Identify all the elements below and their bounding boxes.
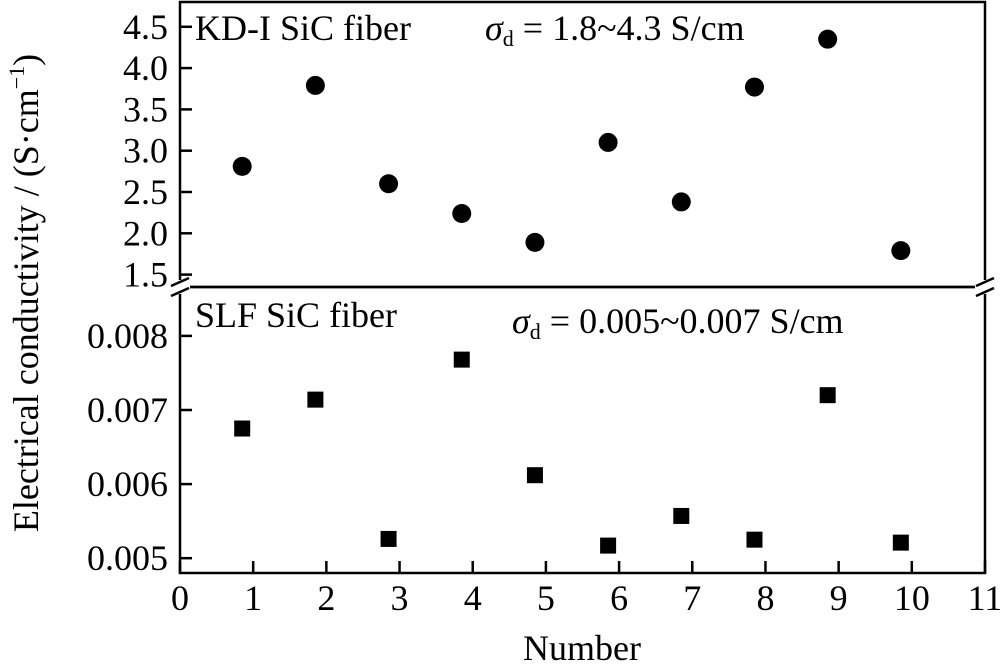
bottom-y-tick-label: 0.008 [87, 316, 168, 356]
x-tick-label: 2 [317, 578, 335, 618]
slf-data-point [380, 530, 397, 547]
slf-data-point [307, 391, 324, 408]
slf-data-point [746, 531, 763, 548]
top-sigma-symbol: σ [485, 8, 504, 48]
bottom-y-tick-label: 0.007 [87, 390, 168, 430]
plot-frames [178, 0, 987, 575]
axis-break-line [975, 276, 995, 288]
x-tick-label: 5 [537, 578, 555, 618]
bottom-panel-frame [178, 285, 987, 575]
x-tick-label: 4 [464, 578, 482, 618]
top-sigma-value: = 1.8~4.3 S/cm [514, 8, 745, 48]
axis-break-marks [170, 276, 995, 298]
top-y-tick-label: 4.5 [123, 7, 168, 47]
kd-i-data-point [818, 29, 838, 49]
bottom-sigma-annotation: σd = 0.005~0.007 S/cm [512, 301, 844, 344]
top-y-tick-label: 1.5 [123, 255, 168, 295]
top-y-tick-label: 4.0 [123, 48, 168, 88]
kd-i-data-point [305, 75, 325, 95]
x-tick-label: 3 [391, 578, 409, 618]
axis-break-line [975, 286, 995, 298]
x-tick-label: 11 [968, 578, 1000, 618]
slf-data-point [600, 537, 617, 554]
x-tick-label: 0 [171, 578, 189, 618]
top-sigma-sub: d [503, 26, 514, 51]
bottom-sigma-symbol: σ [512, 301, 531, 341]
axis-tick-labels: 0 1 2 3 4 5 6 7 8 9 10 11 1.52.02.53.03.54.04.5 0.005… [87, 7, 1000, 618]
x-tick-label: 10 [894, 578, 930, 618]
x-tick-label: 1 [244, 578, 262, 618]
axis-break-line [170, 276, 190, 288]
bottom-panel-label: SLF SiC fiber [195, 295, 397, 335]
y-axis-title-exponent: −1 [4, 66, 29, 89]
data-markers [232, 29, 911, 554]
x-tick-label: 9 [830, 578, 848, 618]
top-y-tick-label: 3.0 [123, 131, 168, 171]
kd-i-data-point [232, 156, 252, 176]
axis-break-line [170, 286, 190, 298]
slf-data-point [892, 534, 909, 551]
kd-i-data-point [452, 203, 472, 223]
top-y-tick-label: 2.5 [123, 172, 168, 212]
top-panel-label: KD-I SiC fiber [195, 8, 411, 48]
slf-data-point [673, 507, 690, 524]
x-axis-title: Number [523, 628, 641, 665]
x-tick-label: 8 [756, 578, 774, 618]
y-axis-title-close: ) [6, 54, 46, 66]
top-y-tick-label: 2.0 [123, 213, 168, 253]
x-tick-label: 6 [610, 578, 628, 618]
kd-i-data-point [598, 132, 618, 152]
x-tick-label: 7 [683, 578, 701, 618]
kd-i-data-point [671, 192, 691, 212]
y-axis-title-main: Electrical conductivity / (S·cm [6, 89, 46, 532]
slf-data-point [453, 351, 470, 368]
slf-data-point [234, 420, 251, 437]
kd-i-data-point [744, 77, 764, 97]
slf-data-point [526, 467, 543, 484]
bottom-sigma-value: = 0.005~0.007 S/cm [541, 301, 844, 341]
top-sigma-annotation: σd = 1.8~4.3 S/cm [485, 8, 745, 51]
axis-ticks [178, 25, 987, 573]
top-y-tick-label: 3.5 [123, 89, 168, 129]
kd-i-data-point [891, 241, 911, 261]
bottom-sigma-sub: d [530, 319, 541, 344]
bottom-y-tick-label: 0.006 [87, 464, 168, 504]
kd-i-data-point [379, 174, 399, 194]
kd-i-data-point [525, 232, 545, 252]
y-axis-title: Electrical conductivity / (S·cm−1) [4, 54, 46, 532]
slf-data-point [819, 387, 836, 404]
bottom-y-tick-label: 0.005 [87, 538, 168, 578]
